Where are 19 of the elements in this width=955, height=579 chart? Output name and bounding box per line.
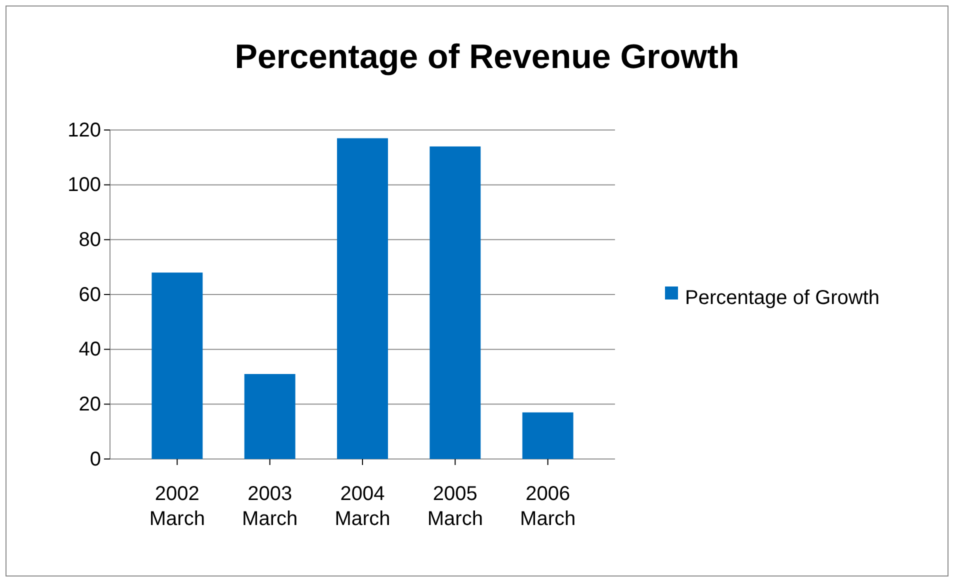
x-tick-label: 2006 March [520, 483, 576, 530]
y-tick-label: 40 [78, 338, 101, 361]
legend-label: Percentage of Growth [685, 286, 880, 309]
y-tick-label: 80 [78, 229, 101, 252]
x-tick-label: 2004 March [334, 483, 390, 530]
chart-title: Percentage of Revenue Growth [234, 38, 740, 76]
y-tick-label: 100 [68, 174, 101, 196]
y-tick-label: 20 [78, 394, 101, 416]
y-tick-label: 120 [68, 119, 101, 142]
x-tick-label: 2002 March [149, 483, 205, 530]
bar [337, 138, 388, 459]
bar [430, 146, 481, 459]
y-tick-label: 0 [90, 448, 101, 470]
bar [152, 272, 203, 459]
y-tick-label: 60 [78, 284, 101, 306]
bar [244, 374, 296, 459]
bar [522, 412, 574, 459]
x-tick-label: 2005 March [427, 483, 483, 530]
x-tick-label: 2003 March [242, 483, 298, 530]
